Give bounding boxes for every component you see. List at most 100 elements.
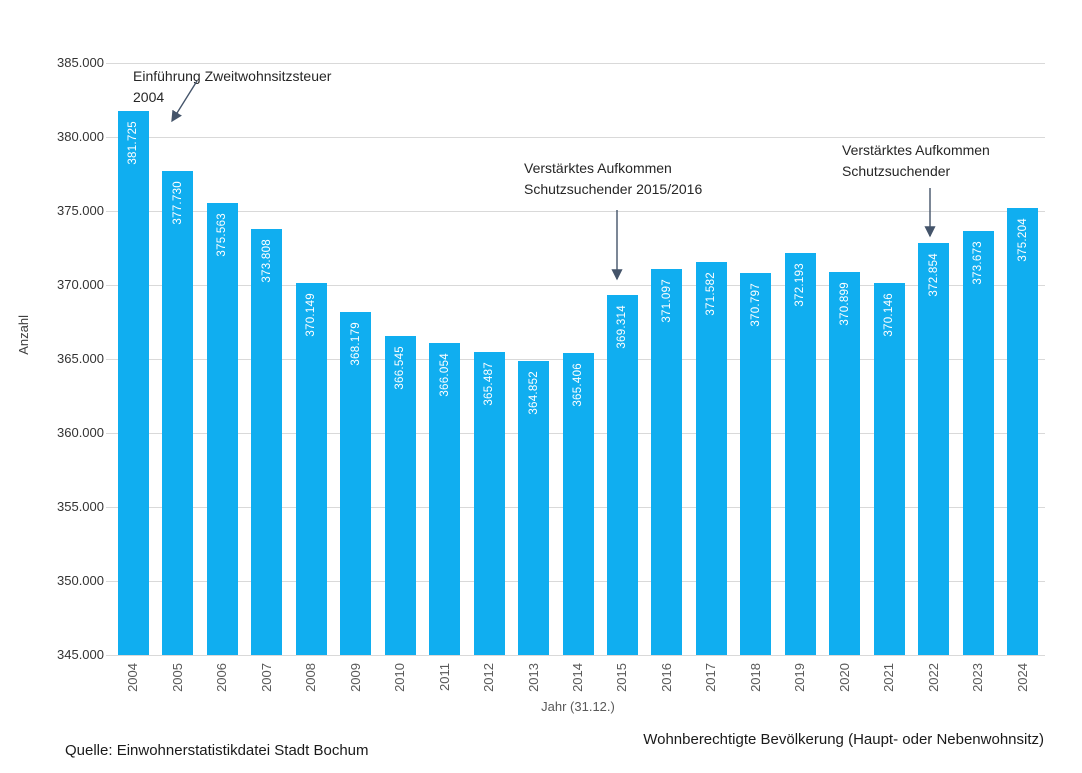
annotation-line: Verstärktes Aufkommen <box>524 160 672 176</box>
y-tick-label: 355.000 <box>57 499 104 514</box>
bar-value-label: 370.146 <box>883 292 896 337</box>
x-tick-label-2022: 2022 <box>925 663 941 692</box>
x-tick-label-2007: 2007 <box>258 663 274 692</box>
bar-2008: 370.149 <box>295 282 327 655</box>
y-tick-mark <box>106 506 111 508</box>
x-tick-label-2008: 2008 <box>303 663 319 692</box>
x-tick-label-2004: 2004 <box>125 663 141 692</box>
bar-value-label: 375.563 <box>216 212 229 257</box>
bar-value-label: 375.204 <box>1016 217 1029 262</box>
annotation-line: Schutzsuchender 2015/2016 <box>524 181 703 197</box>
bar-2013: 364.852 <box>518 361 550 655</box>
y-tick-mark <box>106 432 111 434</box>
y-tick-mark <box>106 358 111 360</box>
bar-value-label: 373.808 <box>260 238 273 283</box>
bar-2015: 369.314 <box>606 295 638 655</box>
bar-2020: 370.899 <box>829 271 861 655</box>
bar-value-label: 377.730 <box>171 180 184 225</box>
x-tick-label-2024: 2024 <box>1014 663 1030 692</box>
bar-2024: 375.204 <box>1007 207 1039 655</box>
bar-2022: 372.854 <box>918 242 950 655</box>
x-tick-label-2005: 2005 <box>169 663 185 692</box>
bar-value-label: 370.149 <box>305 292 318 337</box>
y-tick-label: 350.000 <box>57 573 104 588</box>
bar-value-label: 366.545 <box>394 346 407 390</box>
x-tick-label-2013: 2013 <box>525 663 541 692</box>
gridline <box>111 210 1045 212</box>
bar-2012: 365.487 <box>473 351 505 655</box>
y-tick-mark <box>106 62 111 64</box>
bar-2011: 366.054 <box>429 343 461 655</box>
y-axis-title: Anzahl <box>16 315 31 355</box>
y-tick-label: 360.000 <box>57 425 104 440</box>
bar-2019: 372.193 <box>784 252 816 655</box>
annotation-line: Einführung Zweitwohnsitzsteuer <box>133 68 332 84</box>
bar-2016: 371.097 <box>651 268 683 655</box>
bar-value-label: 372.193 <box>794 262 807 307</box>
x-tick-label-2014: 2014 <box>570 663 585 692</box>
bar-value-label: 366.054 <box>438 353 451 398</box>
gridline <box>111 62 1045 64</box>
x-tick-label-2017: 2017 <box>703 663 719 692</box>
series-note: Wohnberechtigte Bevölkerung (Haupt- oder… <box>643 731 1044 748</box>
bar-2009: 368.179 <box>340 311 372 655</box>
gridline <box>111 284 1045 286</box>
x-tick-label-2019: 2019 <box>792 663 808 692</box>
y-tick-mark <box>106 210 111 212</box>
x-tick-label-2016: 2016 <box>658 663 674 692</box>
y-tick-label: 385.000 <box>57 55 104 70</box>
y-tick-label: 380.000 <box>57 129 104 144</box>
bar-2006: 375.563 <box>206 202 238 655</box>
bar-2010: 366.545 <box>384 336 416 655</box>
x-tick-label-2021: 2021 <box>881 663 897 692</box>
bar-value-label: 372.854 <box>927 252 940 297</box>
x-axis-title: Jahr (31.12.) <box>541 699 615 714</box>
y-tick-mark <box>106 580 111 582</box>
bar-2005: 377.730 <box>162 170 194 655</box>
annotation-line: Verstärktes Aufkommen <box>842 142 990 158</box>
bar-value-label: 371.097 <box>660 278 673 323</box>
source-note: Quelle: Einwohnerstatistikdatei Stadt Bo… <box>65 742 369 759</box>
bar-2014: 365.406 <box>562 353 594 655</box>
bar-value-label: 365.487 <box>483 361 496 406</box>
bar-2018: 370.797 <box>740 273 772 655</box>
x-tick-label-2018: 2018 <box>747 663 763 692</box>
bar-value-label: 369.314 <box>616 305 629 349</box>
bar-2004: 381.725 <box>117 111 149 655</box>
y-tick-label: 365.000 <box>57 351 104 366</box>
x-tick-label-2020: 2020 <box>836 663 852 692</box>
y-tick-mark <box>106 284 111 286</box>
x-tick-label-2012: 2012 <box>481 663 497 692</box>
annotation-schutzsuchende-2022: Verstärktes Aufkommen Schutzsuchender <box>842 140 990 182</box>
bar-value-label: 381.725 <box>127 121 140 166</box>
y-tick-mark <box>106 136 111 138</box>
bar-2021: 370.146 <box>873 282 905 655</box>
annotation-line: Schutzsuchender <box>842 163 951 179</box>
annotation-line: 2004 <box>133 89 165 105</box>
bar-value-label: 365.406 <box>572 363 584 407</box>
y-tick-mark <box>106 654 111 656</box>
bar-value-label: 373.673 <box>972 240 985 285</box>
gridline <box>111 136 1045 138</box>
x-tick-label-2009: 2009 <box>347 663 363 692</box>
bar-value-label: 368.179 <box>349 321 362 366</box>
gridline <box>111 654 1045 656</box>
y-tick-label: 375.000 <box>57 203 104 218</box>
bar-2007: 373.808 <box>251 228 283 655</box>
bar-2023: 373.673 <box>962 230 994 655</box>
x-tick-label-2006: 2006 <box>214 663 230 692</box>
bar-value-label: 364.852 <box>527 371 540 415</box>
x-tick-label-2011: 2011 <box>436 663 452 691</box>
plot-area: 381.725 377.730 375.563 373.808 370.149 368.1… <box>111 62 1045 656</box>
annotation-schutzsuchende-2015: Verstärktes Aufkommen Schutzsuchender 20… <box>524 158 702 200</box>
bar-value-label: 370.899 <box>838 281 851 326</box>
bar-value-label: 371.582 <box>705 271 718 316</box>
bar-value-label: 370.797 <box>749 283 762 327</box>
bar-2017: 371.582 <box>695 261 727 655</box>
x-tick-label-2023: 2023 <box>970 663 986 692</box>
y-tick-label: 345.000 <box>57 647 104 662</box>
y-tick-label: 370.000 <box>57 277 104 292</box>
x-tick-label-2015: 2015 <box>614 663 630 692</box>
x-tick-label-2010: 2010 <box>392 663 408 692</box>
